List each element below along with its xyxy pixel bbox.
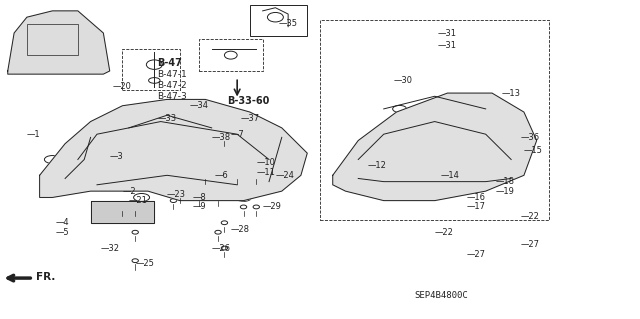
Text: —24: —24 [275,171,294,180]
Text: B-47-3: B-47-3 [157,92,188,101]
Text: —11: —11 [256,168,275,177]
Text: —6: —6 [215,171,228,180]
Text: —13: —13 [502,89,520,98]
Text: —9: —9 [193,203,206,211]
Text: —18: —18 [495,177,514,186]
Text: —28: —28 [231,225,250,234]
Text: —7: —7 [231,130,244,139]
Text: —23: —23 [167,190,186,199]
Text: —26: —26 [212,243,230,253]
Text: —30: —30 [394,76,412,85]
Text: —31: —31 [438,28,457,38]
Text: FR.: FR. [36,271,56,281]
Text: —25: —25 [135,259,154,268]
Bar [250,4,307,36]
Text: —38: —38 [212,133,231,142]
Text: —29: —29 [262,203,282,211]
Text: —2: —2 [122,187,136,196]
Text: —3: —3 [109,152,124,161]
Text: —31: —31 [438,41,457,50]
Text: —10: —10 [256,158,275,167]
Text: —17: —17 [467,203,486,211]
Text: —36: —36 [521,133,540,142]
Text: —27: —27 [521,241,540,249]
Text: —22: —22 [521,212,540,221]
Text: —19: —19 [495,187,514,196]
Text: —32: —32 [100,243,119,253]
Text: —14: —14 [441,171,460,180]
Text: B-33-60: B-33-60 [228,96,270,106]
Text: —20: —20 [113,82,132,91]
Text: SEP4B4800C: SEP4B4800C [414,291,468,300]
Text: —5: —5 [56,228,69,237]
Polygon shape [40,100,307,201]
Text: B-47: B-47 [157,58,182,68]
Text: B-47-1: B-47-1 [157,70,188,78]
Text: —4: —4 [56,218,69,227]
Text: B-47-2: B-47-2 [157,81,187,90]
Text: —27: —27 [467,250,486,259]
Polygon shape [91,201,154,223]
Text: —35: —35 [278,19,298,28]
Text: —15: —15 [524,145,543,154]
Text: —12: —12 [368,161,387,170]
Text: —16: —16 [467,193,486,202]
Text: —8: —8 [193,193,206,202]
Text: —37: —37 [241,114,259,123]
Polygon shape [8,11,109,74]
Text: —34: —34 [189,101,209,110]
Text: —21: —21 [129,196,148,205]
Text: —1: —1 [27,130,40,139]
Bar [199,39,262,71]
Text: —22: —22 [435,228,454,237]
Bar [122,49,180,90]
Text: —33: —33 [157,114,177,123]
Bar [320,20,549,219]
Bar [27,24,78,55]
Polygon shape [333,93,537,201]
